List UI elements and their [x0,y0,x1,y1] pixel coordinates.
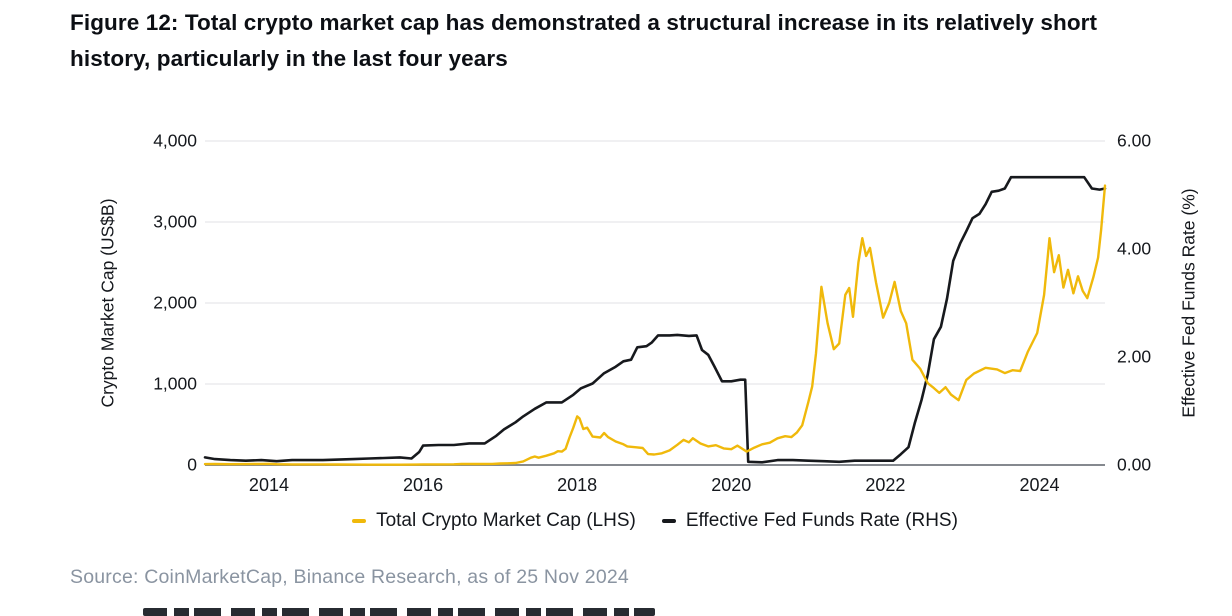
fed-funds-line [203,175,1107,464]
x-tick-label: 2020 [711,475,752,495]
x-tick-label: 2024 [1019,475,1060,495]
y-left-tick-label: 1,000 [153,373,197,394]
y-left-tick-label: 0 [187,454,197,475]
right-axis-title: Effective Fed Funds Rate (%) [1178,188,1199,418]
legend-item: Effective Fed Funds Rate (RHS) [661,510,958,532]
figure-title: Figure 12: Total crypto market cap has d… [70,10,1098,71]
y-right-tick-label: 4.00 [1117,238,1152,259]
x-tick-label: 2016 [403,475,444,495]
cropped-text-fragment [143,608,655,616]
y-left-tick-label: 3,000 [153,211,197,232]
y-left-tick-label: 4,000 [153,130,197,151]
chart-legend: Total Crypto Market Cap (LHS) Effective F… [205,510,1105,532]
source-note: Source: CoinMarketCap, Binance Research,… [70,566,629,588]
x-tick-label: 2022 [865,475,906,495]
y-left-tick-label: 2,000 [153,292,197,313]
y-right-tick-label: 0.00 [1117,454,1152,475]
x-tick-label: 2014 [248,475,289,495]
legend-label: Effective Fed Funds Rate (RHS) [685,510,958,531]
x-tick-label: 2018 [557,475,598,495]
legend-item: Total Crypto Market Cap (LHS) [352,510,636,532]
y-right-tick-label: 6.00 [1117,130,1152,151]
crypto-marketcap-line [203,184,1107,466]
legend-label: Total Crypto Market Cap (LHS) [376,510,636,531]
left-axis-title: Crypto Market Cap (US$B) [97,198,118,408]
legend-swatch-icon [661,518,676,524]
y-right-tick-label: 2.00 [1117,346,1152,367]
legend-swatch-icon [352,518,367,524]
